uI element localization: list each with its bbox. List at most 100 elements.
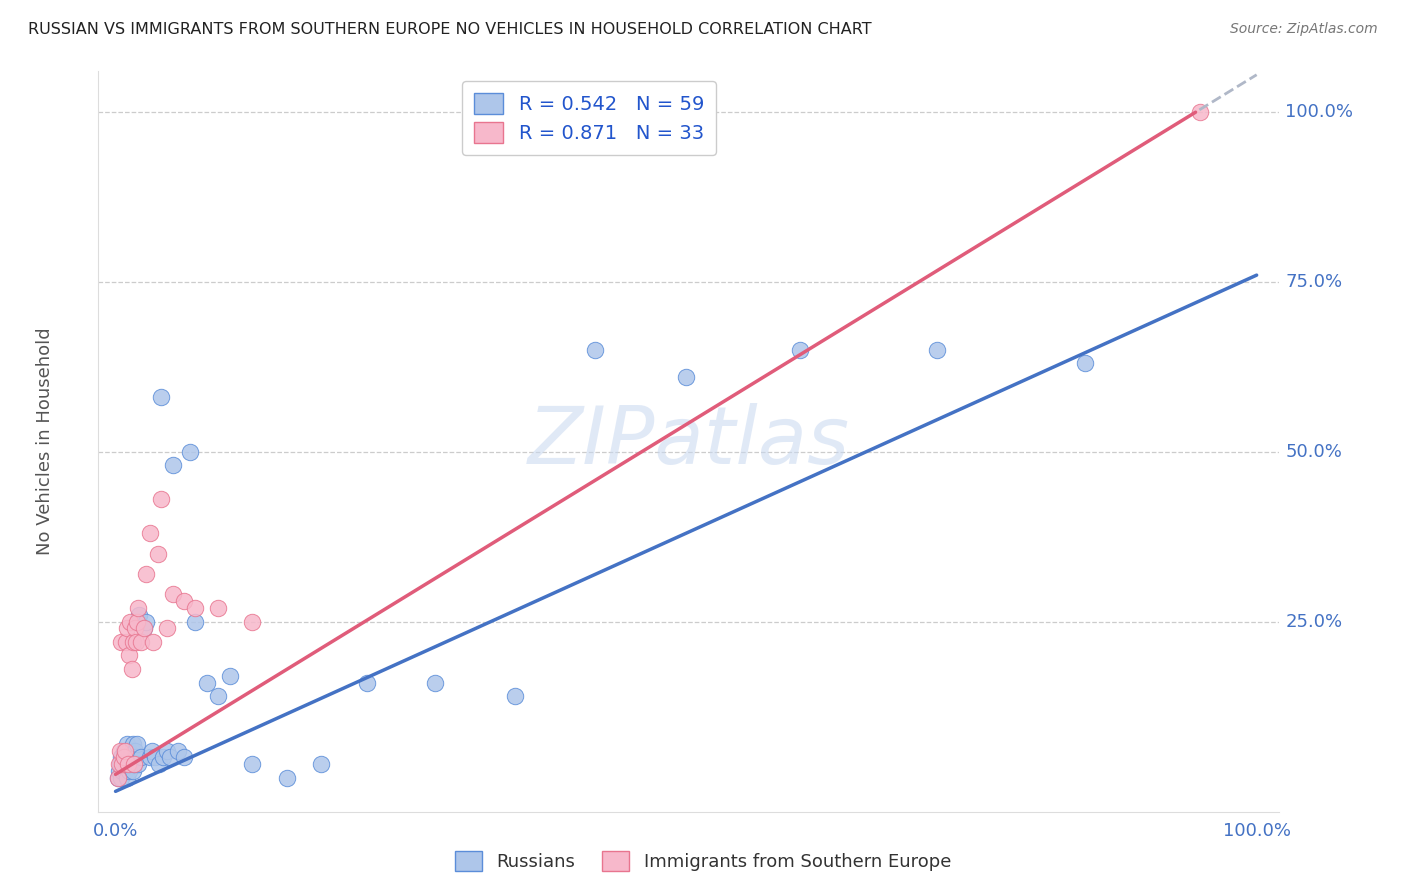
Point <box>148 757 170 772</box>
Point <box>118 648 141 663</box>
Point <box>121 662 143 676</box>
Point <box>162 587 184 601</box>
Point <box>118 743 141 757</box>
Text: 100.0%: 100.0% <box>1285 103 1353 121</box>
Point <box>124 743 146 757</box>
Point <box>110 771 132 785</box>
Point <box>184 601 207 615</box>
Point <box>156 621 179 635</box>
Point <box>115 757 138 772</box>
Point <box>121 737 143 751</box>
Point <box>129 635 152 649</box>
Text: 75.0%: 75.0% <box>1285 273 1343 291</box>
Point <box>127 737 149 751</box>
Point <box>110 750 132 764</box>
Text: 50.0%: 50.0% <box>1285 442 1343 461</box>
Text: ZIPatlas: ZIPatlas <box>527 402 851 481</box>
Point <box>150 492 173 507</box>
Point <box>139 526 162 541</box>
Point <box>115 621 138 635</box>
Text: Source: ZipAtlas.com: Source: ZipAtlas.com <box>1230 22 1378 37</box>
Point <box>1188 105 1211 120</box>
Point <box>927 343 949 357</box>
Point <box>242 615 264 629</box>
Point <box>121 764 143 778</box>
Point <box>114 764 136 778</box>
Text: No Vehicles in Household: No Vehicles in Household <box>37 327 55 556</box>
Point <box>167 743 190 757</box>
Point <box>127 615 149 629</box>
Point <box>114 743 136 757</box>
Point <box>142 635 165 649</box>
Point <box>114 750 136 764</box>
Point <box>132 621 155 635</box>
Point <box>276 771 298 785</box>
Point <box>114 635 136 649</box>
Point <box>117 757 139 772</box>
Point <box>173 594 195 608</box>
Point <box>184 615 207 629</box>
Point <box>121 635 143 649</box>
Point <box>121 743 143 757</box>
Point <box>127 601 149 615</box>
Point <box>110 635 132 649</box>
Point <box>173 750 195 764</box>
Point <box>111 764 134 778</box>
Point <box>128 607 150 622</box>
Point <box>675 370 697 384</box>
Point <box>356 675 378 690</box>
Point <box>120 750 142 764</box>
Point <box>108 757 131 772</box>
Point <box>309 757 332 772</box>
Point <box>139 750 162 764</box>
Point <box>120 615 142 629</box>
Point <box>135 615 157 629</box>
Point <box>218 669 240 683</box>
Point <box>1074 356 1097 370</box>
Point <box>108 764 131 778</box>
Point <box>115 737 138 751</box>
Point <box>125 750 148 764</box>
Point <box>122 757 145 772</box>
Point <box>423 675 446 690</box>
Text: 100.0%: 100.0% <box>1223 822 1291 840</box>
Point <box>107 771 129 785</box>
Legend: R = 0.542   N = 59, R = 0.871   N = 33: R = 0.542 N = 59, R = 0.871 N = 33 <box>463 81 716 154</box>
Point <box>114 757 136 772</box>
Point <box>162 458 184 473</box>
Point <box>145 750 167 764</box>
Point <box>108 743 131 757</box>
Point <box>242 757 264 772</box>
Point <box>195 675 218 690</box>
Point <box>132 621 155 635</box>
Text: 25.0%: 25.0% <box>1285 613 1343 631</box>
Text: RUSSIAN VS IMMIGRANTS FROM SOUTHERN EUROPE NO VEHICLES IN HOUSEHOLD CORRELATION : RUSSIAN VS IMMIGRANTS FROM SOUTHERN EURO… <box>28 22 872 37</box>
Point <box>114 743 136 757</box>
Point <box>503 690 526 704</box>
Point <box>124 621 146 635</box>
Point <box>159 750 181 764</box>
Point <box>108 757 131 772</box>
Point <box>156 743 179 757</box>
Point <box>129 750 152 764</box>
Text: 0.0%: 0.0% <box>93 822 138 840</box>
Point <box>117 750 139 764</box>
Point <box>207 601 229 615</box>
Legend: Russians, Immigrants from Southern Europe: Russians, Immigrants from Southern Europ… <box>447 844 959 879</box>
Point <box>141 743 163 757</box>
Point <box>107 771 129 785</box>
Point <box>179 444 201 458</box>
Point <box>115 771 138 785</box>
Point <box>118 764 141 778</box>
Point <box>152 750 174 764</box>
Point <box>122 757 145 772</box>
Point <box>207 690 229 704</box>
Point <box>150 391 173 405</box>
Point <box>111 757 134 772</box>
Point <box>127 757 149 772</box>
Point <box>146 547 169 561</box>
Point <box>112 743 135 757</box>
Point <box>583 343 606 357</box>
Point <box>112 750 135 764</box>
Point <box>120 757 142 772</box>
